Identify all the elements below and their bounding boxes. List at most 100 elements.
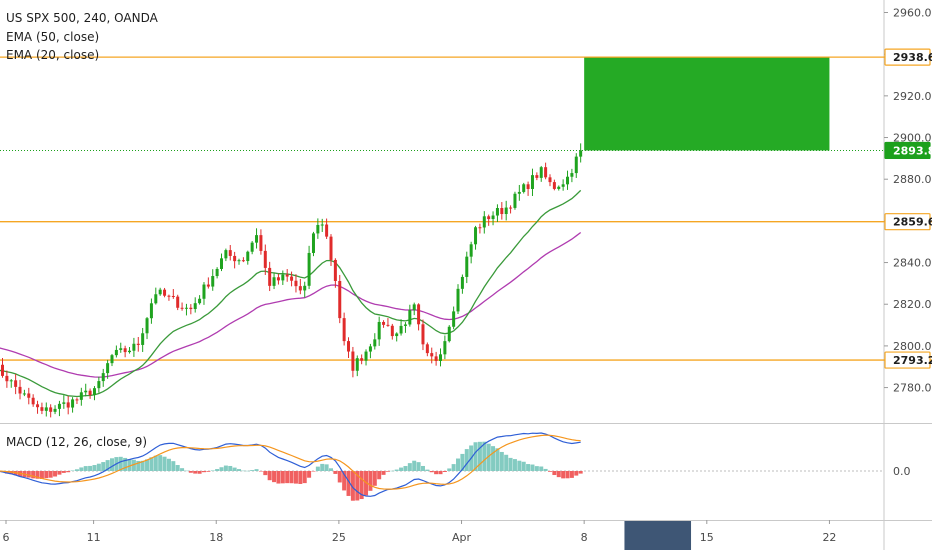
candle-body	[97, 381, 101, 389]
candle-body	[36, 404, 40, 408]
price-tick-label: 2800.0	[893, 340, 932, 353]
macd-histogram-bar	[355, 471, 360, 501]
macd-histogram-bar	[442, 471, 447, 473]
candle-body	[333, 259, 337, 281]
macd-histogram-bar	[70, 470, 75, 471]
candle-body	[386, 324, 390, 326]
candle-body	[557, 186, 561, 189]
candle-body	[228, 250, 232, 256]
candle-body	[180, 307, 184, 309]
candle-body	[548, 177, 552, 183]
current-price-badge: 2893.8	[893, 144, 932, 157]
candle-body	[355, 358, 359, 371]
macd-histogram-bar	[403, 466, 408, 471]
candle-body	[88, 390, 92, 396]
candle-body	[382, 321, 386, 325]
macd-histogram-bar	[237, 469, 242, 471]
candle-body	[193, 303, 197, 310]
macd-histogram-bar	[377, 471, 382, 480]
macd-histogram-bar	[131, 459, 136, 471]
candle-body	[552, 182, 556, 189]
macd-histogram-bar	[31, 471, 36, 479]
candle-body	[351, 351, 355, 371]
macd-histogram-bar	[232, 467, 237, 471]
candle-body	[399, 325, 403, 334]
candle-body	[233, 255, 237, 262]
macd-histogram-bar	[359, 471, 364, 500]
level-price-badge: 2859.6	[893, 216, 932, 229]
candle-body	[123, 348, 127, 353]
macd-histogram-bar	[180, 468, 185, 471]
macd-histogram-bar	[83, 466, 88, 471]
price-tick-label: 2780.0	[893, 382, 932, 395]
macd-histogram-bar	[66, 471, 71, 473]
macd-histogram-bar	[569, 471, 574, 478]
time-tick-label: 6	[3, 531, 10, 544]
level-price-badge: 2938.6	[893, 51, 932, 64]
macd-histogram-bar	[552, 471, 557, 476]
macd-histogram-bar	[140, 460, 145, 471]
macd-histogram-bar	[307, 471, 312, 478]
candle-body	[189, 307, 193, 310]
signal-line	[0, 434, 581, 490]
macd-histogram-bar	[145, 459, 150, 471]
candle-body	[75, 399, 79, 401]
macd-histogram-bar	[158, 455, 163, 471]
macd-histogram-bar	[127, 459, 132, 471]
candle-body	[509, 207, 513, 209]
time-range-highlight	[624, 521, 692, 550]
macd-histogram-bar	[561, 471, 566, 479]
macd-histogram-bar	[512, 459, 517, 471]
macd-histogram-bar	[171, 461, 176, 471]
candle-body	[311, 233, 315, 253]
macd-histogram-bar	[333, 471, 338, 474]
macd-histogram-bar	[434, 471, 439, 475]
candle-body	[325, 224, 329, 237]
macd-histogram-bar	[74, 469, 79, 471]
candle-body	[478, 227, 482, 229]
macd-histogram-bar	[79, 467, 84, 471]
macd-histogram-bar	[394, 469, 399, 471]
macd-histogram-bar	[44, 471, 49, 479]
candle-body	[259, 235, 263, 251]
candle-body	[141, 333, 145, 345]
candle-body	[544, 167, 548, 178]
macd-histogram-bar	[368, 471, 373, 491]
macd-histogram-bar	[289, 471, 294, 484]
candle-body	[106, 363, 110, 374]
macd-histogram-bar	[499, 451, 504, 471]
candle-body	[390, 325, 394, 337]
macd-histogram-bar	[526, 464, 531, 471]
macd-histogram-bar	[324, 464, 329, 471]
candle-body	[460, 276, 464, 289]
price-tick-label: 2880.0	[893, 173, 932, 186]
candle-body	[535, 175, 539, 178]
macd-histogram-bar	[118, 456, 123, 471]
candle-body	[224, 250, 228, 259]
level-price-badge-bg	[884, 48, 931, 66]
time-tick-label: 15	[700, 531, 714, 544]
candle-body	[263, 250, 267, 268]
macd-histogram-bar	[556, 471, 561, 478]
macd-histogram-bar	[53, 471, 58, 477]
candle-body	[456, 288, 460, 312]
candle-body	[294, 280, 298, 287]
candle-body	[40, 407, 44, 411]
macd-histogram-bar	[267, 471, 272, 481]
candle-body	[18, 386, 22, 394]
price-tick-label: 2960.0	[893, 7, 932, 20]
candle-body	[237, 260, 241, 262]
macd-histogram-bar	[320, 463, 325, 471]
candle-body	[66, 402, 70, 408]
target-zone-box	[584, 57, 830, 151]
candle-body	[526, 184, 530, 189]
candle-body	[403, 324, 407, 326]
macd-histogram-bar	[9, 471, 14, 475]
candle-body	[561, 184, 565, 187]
candle-body	[395, 333, 399, 337]
macd-histogram-bar	[574, 471, 579, 476]
candle-body	[101, 373, 105, 382]
macd-histogram-bar	[565, 471, 570, 479]
ema-50-label: EMA (50, close)	[6, 30, 99, 44]
